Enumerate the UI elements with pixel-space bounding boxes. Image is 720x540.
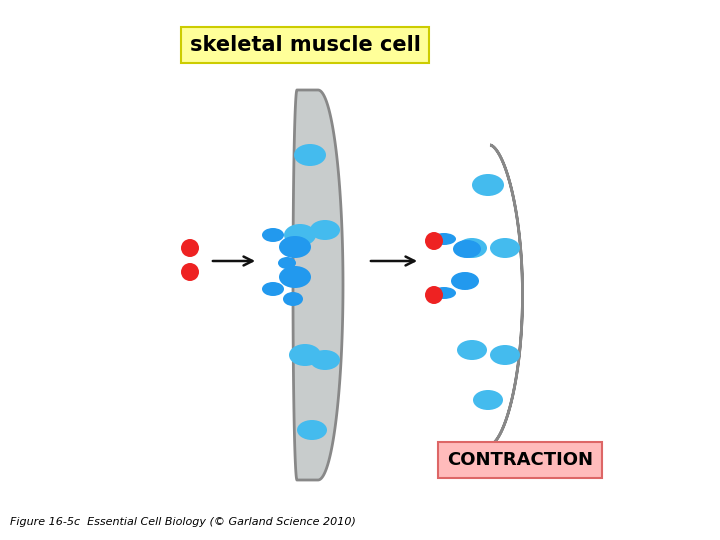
Polygon shape: [293, 90, 343, 480]
Polygon shape: [490, 145, 523, 445]
Ellipse shape: [279, 236, 311, 258]
Ellipse shape: [453, 240, 481, 258]
Ellipse shape: [283, 292, 303, 306]
Ellipse shape: [473, 390, 503, 410]
Ellipse shape: [181, 263, 199, 281]
Ellipse shape: [457, 340, 487, 360]
Ellipse shape: [432, 287, 456, 299]
Ellipse shape: [289, 344, 321, 366]
Ellipse shape: [278, 257, 296, 269]
Ellipse shape: [457, 238, 487, 258]
Ellipse shape: [432, 233, 456, 245]
Ellipse shape: [490, 345, 520, 365]
Ellipse shape: [490, 238, 520, 258]
Ellipse shape: [294, 144, 326, 166]
Ellipse shape: [310, 350, 340, 370]
Ellipse shape: [310, 220, 340, 240]
Ellipse shape: [262, 228, 284, 242]
Ellipse shape: [284, 224, 316, 246]
Ellipse shape: [262, 282, 284, 296]
Ellipse shape: [181, 239, 199, 257]
Text: skeletal muscle cell: skeletal muscle cell: [189, 35, 420, 55]
Ellipse shape: [425, 232, 443, 250]
Ellipse shape: [279, 266, 311, 288]
Ellipse shape: [297, 420, 327, 440]
Ellipse shape: [451, 272, 479, 290]
Text: CONTRACTION: CONTRACTION: [447, 451, 593, 469]
Ellipse shape: [425, 286, 443, 304]
Ellipse shape: [472, 174, 504, 196]
Text: Figure 16-5c  Essential Cell Biology (© Garland Science 2010): Figure 16-5c Essential Cell Biology (© G…: [10, 517, 356, 527]
